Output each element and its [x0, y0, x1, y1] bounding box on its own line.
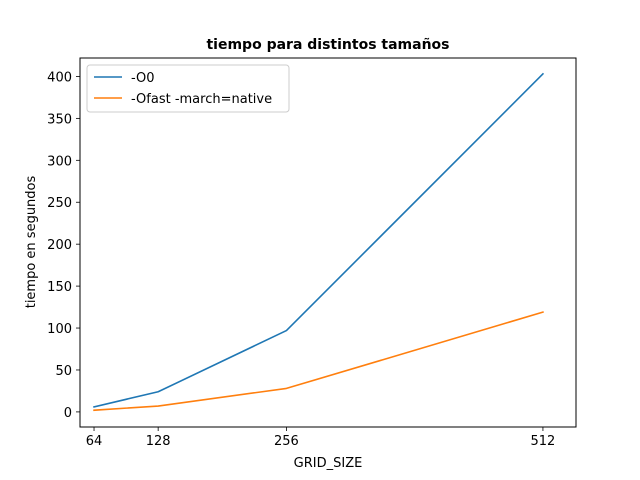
legend-label-1: -Ofast -march=native	[131, 92, 272, 107]
x-axis: 64 128 256 512	[86, 427, 556, 449]
legend-label-0: -O0	[131, 71, 155, 86]
plot-area	[93, 72, 545, 412]
x-tick-label: 512	[531, 434, 556, 449]
series-line-1	[93, 311, 544, 412]
y-tick-label: 0	[64, 406, 72, 421]
y-tick-label: 150	[47, 280, 72, 295]
x-tick-label: 256	[274, 434, 299, 449]
y-axis-title: tiempo en segundos	[24, 175, 39, 308]
legend-box	[86, 64, 290, 113]
y-axis: 0 50 100 150 200 250 300 350 400	[47, 70, 80, 421]
x-tick-label: 128	[146, 434, 171, 449]
chart-title: tiempo para distintos tamaños	[206, 37, 449, 53]
x-axis-title: GRID_SIZE	[294, 456, 363, 471]
y-tick-label: 200	[47, 238, 72, 253]
y-tick-label: 100	[47, 322, 72, 337]
plot-frame	[79, 57, 577, 428]
series-line-0	[93, 72, 545, 408]
y-tick-label: 350	[47, 112, 72, 127]
y-tick-label: 250	[47, 196, 72, 211]
y-tick-label: 400	[47, 70, 72, 85]
x-tick-label: 64	[86, 434, 103, 449]
y-tick-label: 50	[55, 364, 72, 379]
legend: -O0 -Ofast -march=native	[86, 64, 290, 113]
y-tick-label: 300	[47, 154, 72, 169]
